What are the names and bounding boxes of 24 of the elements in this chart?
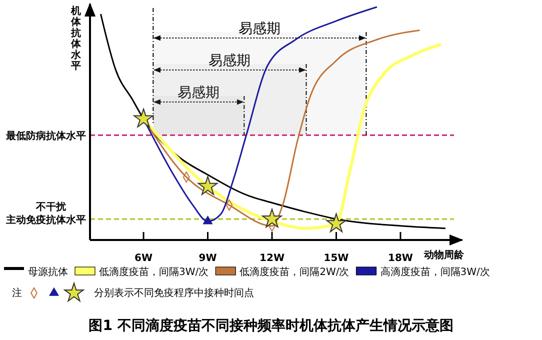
text: 图1 不同滴度疫苗不同接种频率时机体抗体产生情况示意图 <box>88 317 454 334</box>
x-tick-label: 12W <box>260 253 284 264</box>
legend-label: 低滴度疫苗，间隔3W/次 <box>99 266 209 278</box>
point <box>326 213 346 232</box>
point <box>203 216 212 224</box>
band-label: 易感期 <box>238 21 281 37</box>
ref-line-label: 最低防病抗体水平 <box>5 130 86 142</box>
band-label: 易感期 <box>208 53 251 69</box>
ref-line-label: 不干扰主动免疫抗体水平 <box>5 201 86 226</box>
legend-label: 低滴度疫苗，间隔2W/次 <box>240 266 350 278</box>
legend-label: 母源抗体 <box>28 266 68 278</box>
x-axis-title: 动物周龄 <box>423 249 465 261</box>
band-label: 易感期 <box>178 85 220 101</box>
x-tick-label: 9W <box>198 253 217 264</box>
y-axis-title: 机体抗体水平 <box>70 5 82 72</box>
legend-label: 高滴度疫苗，间隔3W/次 <box>380 266 490 278</box>
point <box>262 208 282 228</box>
x-tick-label: 15W <box>324 253 349 264</box>
text: 分别表示不同免疫程序中接种时间点 <box>94 287 254 299</box>
x-tick-label: 6W <box>134 253 153 264</box>
point <box>134 108 154 128</box>
x-tick-label: 18W <box>388 253 413 264</box>
point <box>198 176 218 195</box>
text: 注 <box>12 287 22 299</box>
